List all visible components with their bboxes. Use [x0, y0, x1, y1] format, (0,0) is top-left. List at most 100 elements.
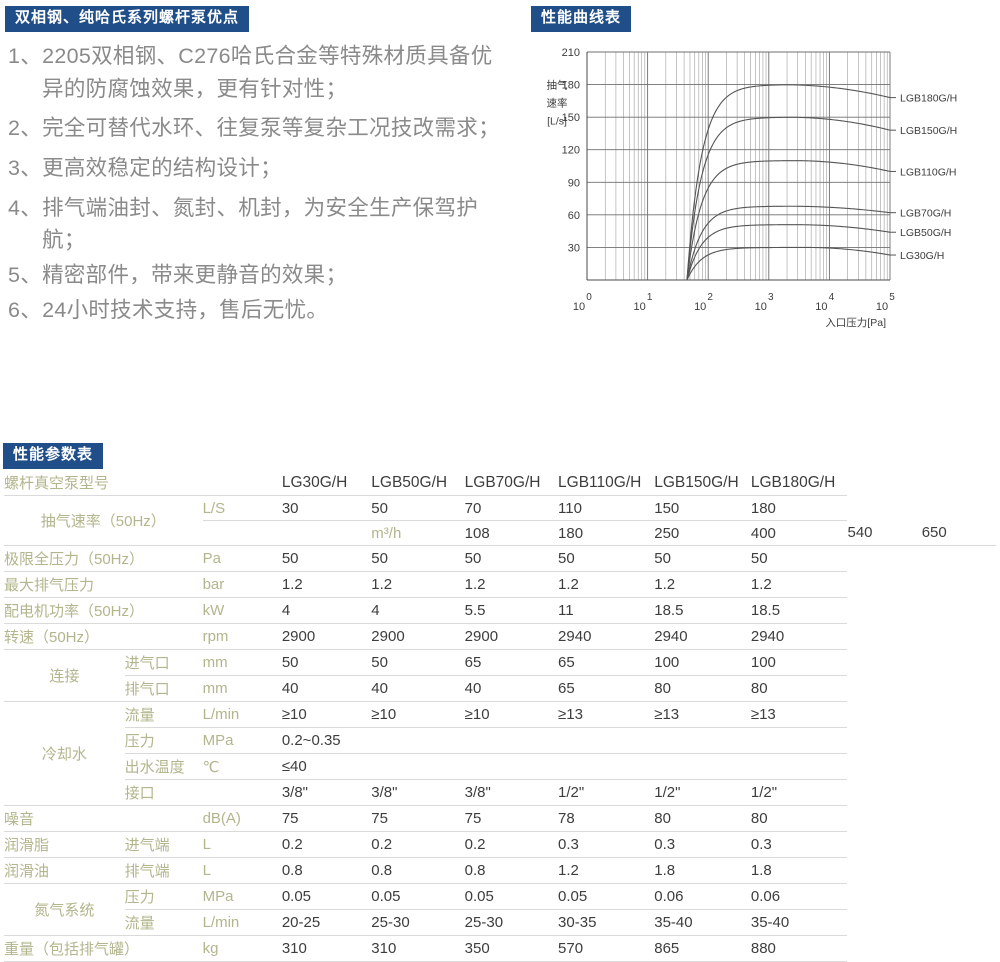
row-value: 110	[558, 495, 655, 521]
row-sublabel: 流量	[124, 701, 203, 728]
table-row: 最大排气压力 bar 1.2 1.2 1.2 1.2 1.2 1.2	[4, 571, 996, 598]
y-tick-label: 180	[562, 80, 580, 92]
x-tick-exponent: 5	[889, 292, 895, 303]
table-row: 连接 进气口 mm 50 50 65 65 100 100	[4, 649, 996, 702]
row-value: 5.5	[464, 597, 559, 624]
row-unit: dB(A)	[202, 805, 282, 832]
advantage-text: 精密部件，带来更静音的效果；	[42, 263, 348, 288]
row-value: 65	[464, 649, 559, 676]
row-label: 氮气系统	[4, 883, 125, 936]
table-row: 排气口 mm 40 40 40 65 80 80	[4, 675, 996, 702]
row-value: ≥10	[281, 701, 372, 728]
x-tick-base: 10	[815, 301, 827, 313]
row-value: 50	[750, 545, 848, 572]
legend-label: LGB50G/H	[900, 227, 951, 239]
row-value: 0.05	[281, 883, 372, 910]
row-value: 0.2	[464, 831, 559, 858]
y-axis-title-line: [L/s]	[547, 116, 567, 128]
table-row: m³/h 108 180 250 400 540 650	[4, 520, 996, 546]
model-header-cell: LG30G/H	[281, 470, 372, 496]
table-row: 润滑脂 进气端 L 0.2 0.2 0.2 0.3 0.3 0.3	[4, 831, 996, 858]
curve-lgb110gh	[686, 160, 891, 281]
row-label: 转速（50Hz）	[4, 623, 203, 650]
row-unit	[202, 779, 282, 806]
row-value: 50	[371, 495, 465, 521]
row-value: 1.8	[750, 857, 848, 884]
curve-lgb180gh	[686, 84, 891, 281]
curve-lg30gh	[686, 246, 891, 281]
x-axis-title: 入口压力[Pa]	[825, 316, 886, 328]
y-axis-title-line: 抽气	[547, 79, 568, 92]
row-value: 0.8	[371, 857, 465, 884]
row-unit: L/min	[202, 701, 282, 728]
curve-lgb150gh	[686, 116, 891, 281]
model-header-cell: LGB180G/H	[750, 470, 848, 496]
table-row: 转速（50Hz） rpm 2900 2900 2900 2940 2940 2940	[4, 623, 996, 650]
row-label: 冷却水	[4, 701, 125, 806]
row-value: 2900	[464, 623, 559, 650]
row-value: 0.2	[281, 831, 372, 858]
advantages-list: 1、 2205双相钢、C276哈氏合金等特殊材质具备优异的防腐蚀效果，更有针对性；…	[8, 40, 508, 328]
y-tick-label: 90	[568, 177, 580, 189]
row-unit: mm	[202, 675, 282, 702]
row-unit: kg	[202, 935, 282, 962]
params-heading: 性能参数表	[4, 444, 103, 468]
model-header-cell: LGB150G/H	[654, 470, 751, 496]
advantage-number: 1、	[8, 44, 43, 68]
table-row: 压力 MPa 0.2~0.35	[4, 727, 996, 754]
row-sublabel: 排气口	[124, 675, 203, 702]
row-unit: m³/h	[371, 520, 465, 546]
row-value: 570	[558, 935, 655, 962]
row-value: ≥10	[371, 701, 465, 728]
row-value: 1.2	[558, 857, 655, 884]
table-header-row: 螺杆真空泵型号 LG30G/H LGB50G/H LGB70G/H LGB110G/H L…	[4, 470, 996, 496]
row-value: 40	[371, 675, 465, 702]
row-value: 310	[371, 935, 465, 962]
row-value: 35-40	[654, 909, 751, 936]
row-value: 40	[281, 675, 372, 702]
legend-label: LG30G/H	[900, 250, 944, 262]
table-row: 接口 3/8" 3/8" 3/8" 1/2" 1/2" 1/2"	[4, 779, 996, 806]
row-value: 0.06	[654, 883, 751, 910]
row-unit: bar	[202, 571, 282, 598]
params-badge-wrapper: 性能参数表	[4, 444, 103, 468]
x-tick-exponent: 0	[586, 292, 592, 303]
advantage-text: 2205双相钢、C276哈氏合金等特殊材质具备优异的防腐蚀效果，更有针对性；	[42, 44, 493, 101]
model-row-label: 螺杆真空泵型号	[4, 470, 282, 496]
y-tick-label: 60	[568, 210, 580, 222]
row-unit: MPa	[202, 883, 282, 910]
row-value: 80	[750, 675, 848, 702]
row-value: ≥13	[558, 701, 655, 728]
advantages-badge-wrapper: 双相钢、纯哈氏系列螺杆泵优点	[6, 7, 249, 31]
row-value: 50	[464, 545, 559, 572]
performance-curve-chart: 30 60 90 120 150 180 210 抽气 速率 [L/s] 10 0 10 1 10 2 10 3 1…	[525, 38, 1000, 328]
row-value: 30	[281, 495, 372, 521]
row-value: 0.06	[750, 883, 848, 910]
row-merged-value: ≤40	[281, 753, 848, 780]
row-value: 1.2	[654, 571, 751, 598]
legend-label: LGB110G/H	[900, 166, 956, 178]
advantage-item: 5、 精密部件，带来更静音的效果；	[8, 259, 508, 292]
row-label: 润滑脂	[4, 831, 125, 858]
y-tick-label: 120	[562, 145, 580, 157]
chart-curves	[686, 84, 891, 281]
row-value: 0.8	[281, 857, 372, 884]
row-sublabel: 压力	[124, 883, 203, 910]
row-value: 4	[281, 597, 372, 624]
advantage-item: 1、 2205双相钢、C276哈氏合金等特殊材质具备优异的防腐蚀效果，更有针对性；	[8, 40, 508, 105]
row-value: 80	[750, 805, 848, 832]
row-value: 540	[847, 520, 922, 546]
row-value: 18.5	[654, 597, 751, 624]
row-value: 180	[558, 520, 655, 546]
row-value: 2940	[750, 623, 848, 650]
y-tick-label: 30	[568, 242, 580, 254]
row-value: 2900	[281, 623, 372, 650]
table-row: 配电机功率（50Hz） kW 4 4 5.5 11 18.5 18.5	[4, 597, 996, 624]
row-value: 1.2	[371, 571, 465, 598]
advantage-text: 排气端油封、氮封、机封，为安全生产保驾护航；	[42, 195, 479, 253]
row-sublabel: 排气端	[124, 857, 203, 884]
row-value: 0.3	[558, 831, 655, 858]
row-value: 3/8"	[281, 779, 372, 806]
row-value: 0.05	[558, 883, 655, 910]
